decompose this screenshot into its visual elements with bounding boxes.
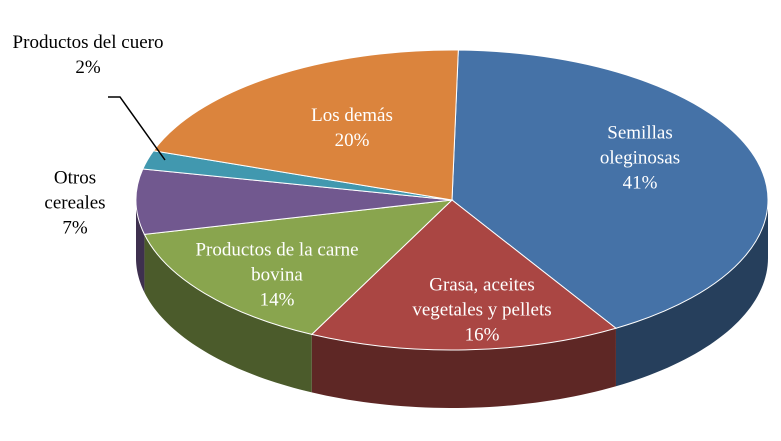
pie-side <box>615 200 768 387</box>
slice-label: Grasa, aceites vegetales y pellets 16% <box>402 273 562 348</box>
value-label: 41% <box>622 172 658 194</box>
value-label: 16% <box>464 324 500 346</box>
value-label: 2% <box>75 57 101 78</box>
category-name: Otros cereales <box>44 167 106 214</box>
slice-label: Otros cereales 7% <box>25 166 125 241</box>
pie-slice <box>143 199 454 335</box>
category-name: Productos del cuero <box>12 32 164 53</box>
pie-side <box>144 234 312 393</box>
pie-slice <box>152 49 459 201</box>
value-label: 7% <box>62 217 88 239</box>
pie-slice <box>135 168 453 235</box>
pie-slice <box>310 199 618 351</box>
pie-slice <box>451 49 769 329</box>
category-name: Productos de la carne bovina <box>195 239 359 286</box>
category-name: Grasa, aceites vegetales y pellets <box>412 274 552 321</box>
value-label: 14% <box>259 289 295 311</box>
leader-line <box>108 96 166 161</box>
slice-label: Productos de la carne bovina 14% <box>182 238 372 313</box>
pie-side <box>311 328 616 408</box>
pie-side <box>136 200 145 293</box>
category-name: Semillas oleginosas <box>599 122 681 169</box>
slice-label: Productos del cuero 2% <box>8 30 168 80</box>
slice-label: Semillas oleginosas 41% <box>575 121 705 196</box>
slice-label: Los demás 20% <box>282 103 422 153</box>
value-label: 20% <box>334 130 370 151</box>
category-name: Los demás <box>311 105 393 126</box>
